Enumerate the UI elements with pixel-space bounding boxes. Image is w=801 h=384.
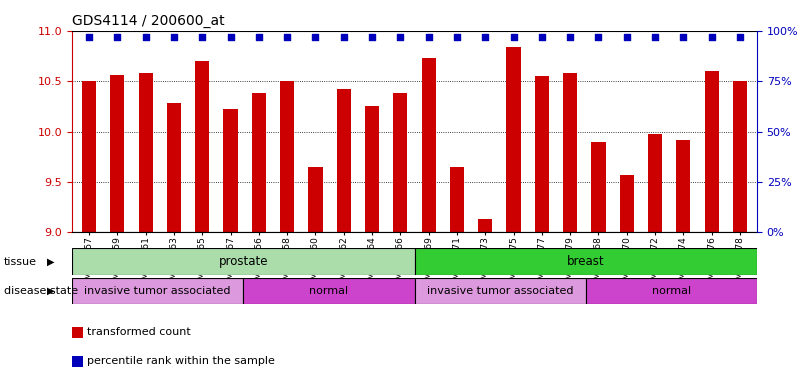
Bar [415,278,586,304]
Text: prostate: prostate [219,255,268,268]
Text: tissue: tissue [4,257,37,266]
Bar [620,175,634,232]
Text: ▶: ▶ [46,257,54,266]
Point [535,34,548,40]
Bar [82,81,96,232]
Text: transformed count: transformed count [87,327,191,337]
Text: breast: breast [567,255,605,268]
Bar [450,167,464,232]
Bar [336,89,351,232]
Bar [393,93,408,232]
Point [167,34,180,40]
Text: normal: normal [652,286,691,296]
Text: normal: normal [309,286,348,296]
Point [479,34,492,40]
Bar [733,81,747,232]
Point [309,34,322,40]
Bar [478,219,493,232]
Point [224,34,237,40]
Point [281,34,294,40]
Point [422,34,435,40]
Text: disease state: disease state [4,286,78,296]
Text: ▶: ▶ [46,286,54,296]
Bar [591,142,606,232]
Point [394,34,407,40]
Bar [72,278,244,304]
Text: percentile rank within the sample: percentile rank within the sample [87,356,275,366]
Bar [252,93,266,232]
Point [450,34,463,40]
Bar [506,47,521,232]
Bar [223,109,238,232]
Bar [421,58,436,232]
Bar [244,278,415,304]
Bar [111,75,124,232]
Point [620,34,633,40]
Bar [365,106,379,232]
Bar [586,278,757,304]
Point [649,34,662,40]
Text: invasive tumor associated: invasive tumor associated [427,286,574,296]
Bar [415,248,757,275]
Bar [195,61,209,232]
Bar [72,248,415,275]
Bar [167,103,181,232]
Point [139,34,152,40]
Point [111,34,124,40]
Bar [535,76,549,232]
Text: invasive tumor associated: invasive tumor associated [84,286,231,296]
Bar [563,73,578,232]
Point [592,34,605,40]
Point [705,34,718,40]
Text: GDS4114 / 200600_at: GDS4114 / 200600_at [72,14,225,28]
Point [564,34,577,40]
Point [507,34,520,40]
Point [677,34,690,40]
Point [83,34,95,40]
Bar [676,139,690,232]
Point [196,34,209,40]
Bar [139,73,153,232]
Bar [705,71,718,232]
Point [366,34,379,40]
Point [734,34,747,40]
Point [337,34,350,40]
Bar [648,134,662,232]
Bar [280,81,294,232]
Point [252,34,265,40]
Bar [308,167,323,232]
